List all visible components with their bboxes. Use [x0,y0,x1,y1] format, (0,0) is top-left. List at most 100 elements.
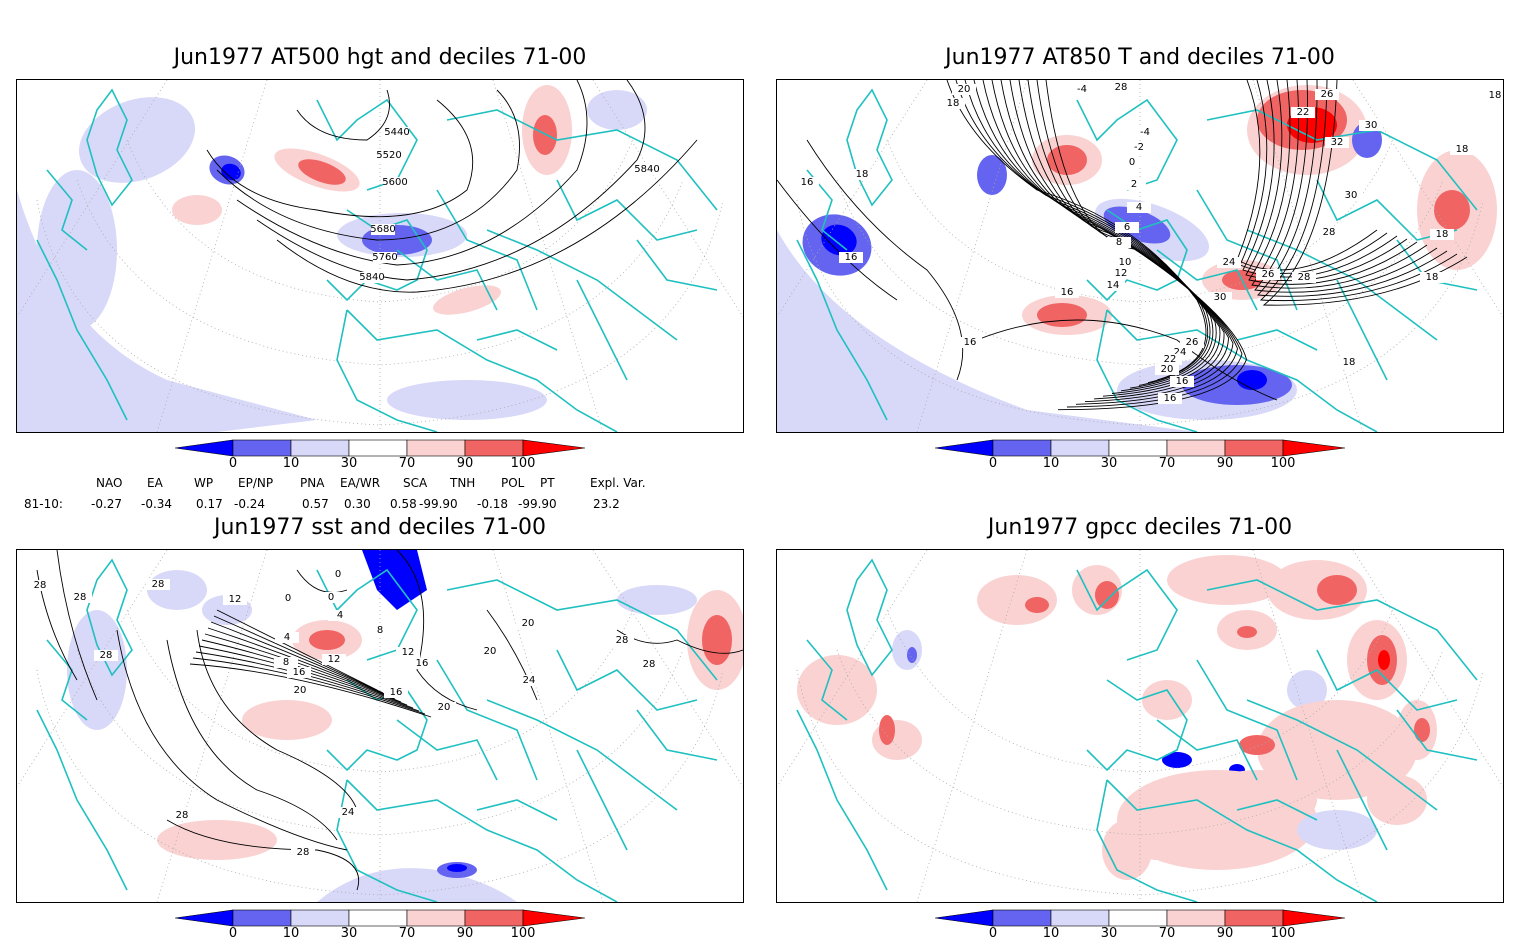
contour-label: 28 [74,592,87,603]
coastline [396,249,498,311]
coastline [636,709,718,761]
map-svg: 5440 5520 5600 5680 5760 5840 5840 [17,80,743,432]
decile-shading [879,715,895,745]
graticule-latitude [796,669,1484,896]
contour-line [236,80,588,266]
idx-value-ea: -0.34 [141,497,173,511]
contour-label: 16 [801,177,814,188]
contour-label: 20 [522,618,535,629]
coastline [46,169,88,251]
contour-line [116,629,348,851]
coastline [846,558,893,677]
contour-label-bg [94,650,118,661]
contour-label: 16 [1176,376,1189,387]
colorbar-segment [174,909,234,927]
contour-label: 8 [1116,237,1122,248]
contour-label: 12 [1115,268,1128,279]
contour-label: 30 [1365,120,1378,131]
colorbar-tick-label: 0 [228,456,238,471]
decile-shading [317,868,517,902]
coastline [86,88,133,207]
contour-label-bg [371,224,395,235]
contour-line [1242,80,1398,278]
contour-label: 0 [328,592,334,603]
contour-label-bg [223,594,247,605]
contour-label-bg [276,593,300,604]
coastline [336,309,438,432]
coastline [1076,98,1178,191]
coastline [486,229,678,341]
idx-value-pt: -99.90 [518,497,557,511]
coastline [1156,249,1258,311]
coastline [1086,679,1188,772]
decile-shading [1317,575,1357,605]
panel-title-t850: Jun1977 AT850 T and deciles 71-00 [945,45,1335,70]
idx-header-pol: POL [501,476,525,490]
graticule-latitude [126,609,634,773]
contour-label-bg [1180,337,1204,348]
contour-label: 5440 [384,127,409,138]
contour-line [210,621,390,697]
contour-label: 16 [416,658,429,669]
coastline [1316,649,1458,711]
contour-label-bg [1127,142,1151,153]
colorbar-tick-label: 10 [282,926,300,941]
contour-label: 28 [643,659,656,670]
contour-label: 20 [958,84,971,95]
coastline [556,179,698,241]
decile-shading [1287,670,1327,710]
colorbar-segment [934,909,994,927]
colorbar-segment [522,439,586,457]
decile-shading [1142,680,1192,720]
contour-label-bg [1337,357,1361,368]
contour-label-bg [517,675,541,686]
contour-label: 18 [947,98,960,109]
colorbar-segment [934,439,994,457]
colorbar-tick-label: 30 [1100,926,1118,941]
idx-header-sca: SCA [403,476,428,490]
coastline [796,709,888,891]
decile-shading [298,159,346,185]
contour-label: 24 [1223,257,1236,268]
colorbar-svg [934,909,1346,927]
coastline [346,309,618,432]
contour-label: 18 [856,169,869,180]
contour-label-bg [516,618,540,629]
decile-shading [1037,303,1087,327]
contour-label-bg [1168,347,1192,358]
contour-label-bg [396,647,420,658]
coastline [806,169,848,251]
colorbar-tick-label: 10 [282,456,300,471]
graticule-latitude [126,139,634,303]
contour-label-bg [1055,287,1079,298]
contour-label: 16 [1164,393,1177,404]
decile-shading [977,155,1007,195]
idx-header-ea: EA [147,476,163,490]
decile-shading [221,163,241,181]
contour-label-bg [383,177,407,188]
contour-label: 28 [1298,272,1311,283]
contour-label-bg [373,252,397,263]
contour-label-bg [291,847,315,858]
colorbar-tick-label: 70 [1158,456,1176,471]
contour-label-bg [1325,137,1349,148]
contour-label-bg [410,658,434,669]
contour-label-bg [1158,354,1182,365]
decile-shading [1047,145,1087,175]
contour-line [1259,80,1458,302]
contour-label-bg [1120,157,1144,168]
decile-shading [1378,650,1390,670]
colorbar-tick-label: 10 [1042,926,1060,941]
contour-label: 24 [523,675,536,686]
contour-label-bg [336,807,360,818]
decile-shading [1197,770,1317,830]
contour-label: 16 [964,337,977,348]
contour-label: 28 [1115,82,1128,93]
idx-header-nao: NAO [96,476,123,490]
contour-label: 18 [1456,144,1469,155]
contour-label: 5840 [359,272,384,283]
contour-label-bg [274,657,298,668]
idx-header-wp: WP [194,476,214,490]
idx-value-eawr: 0.30 [344,497,371,511]
contour-label: 24 [1174,347,1187,358]
